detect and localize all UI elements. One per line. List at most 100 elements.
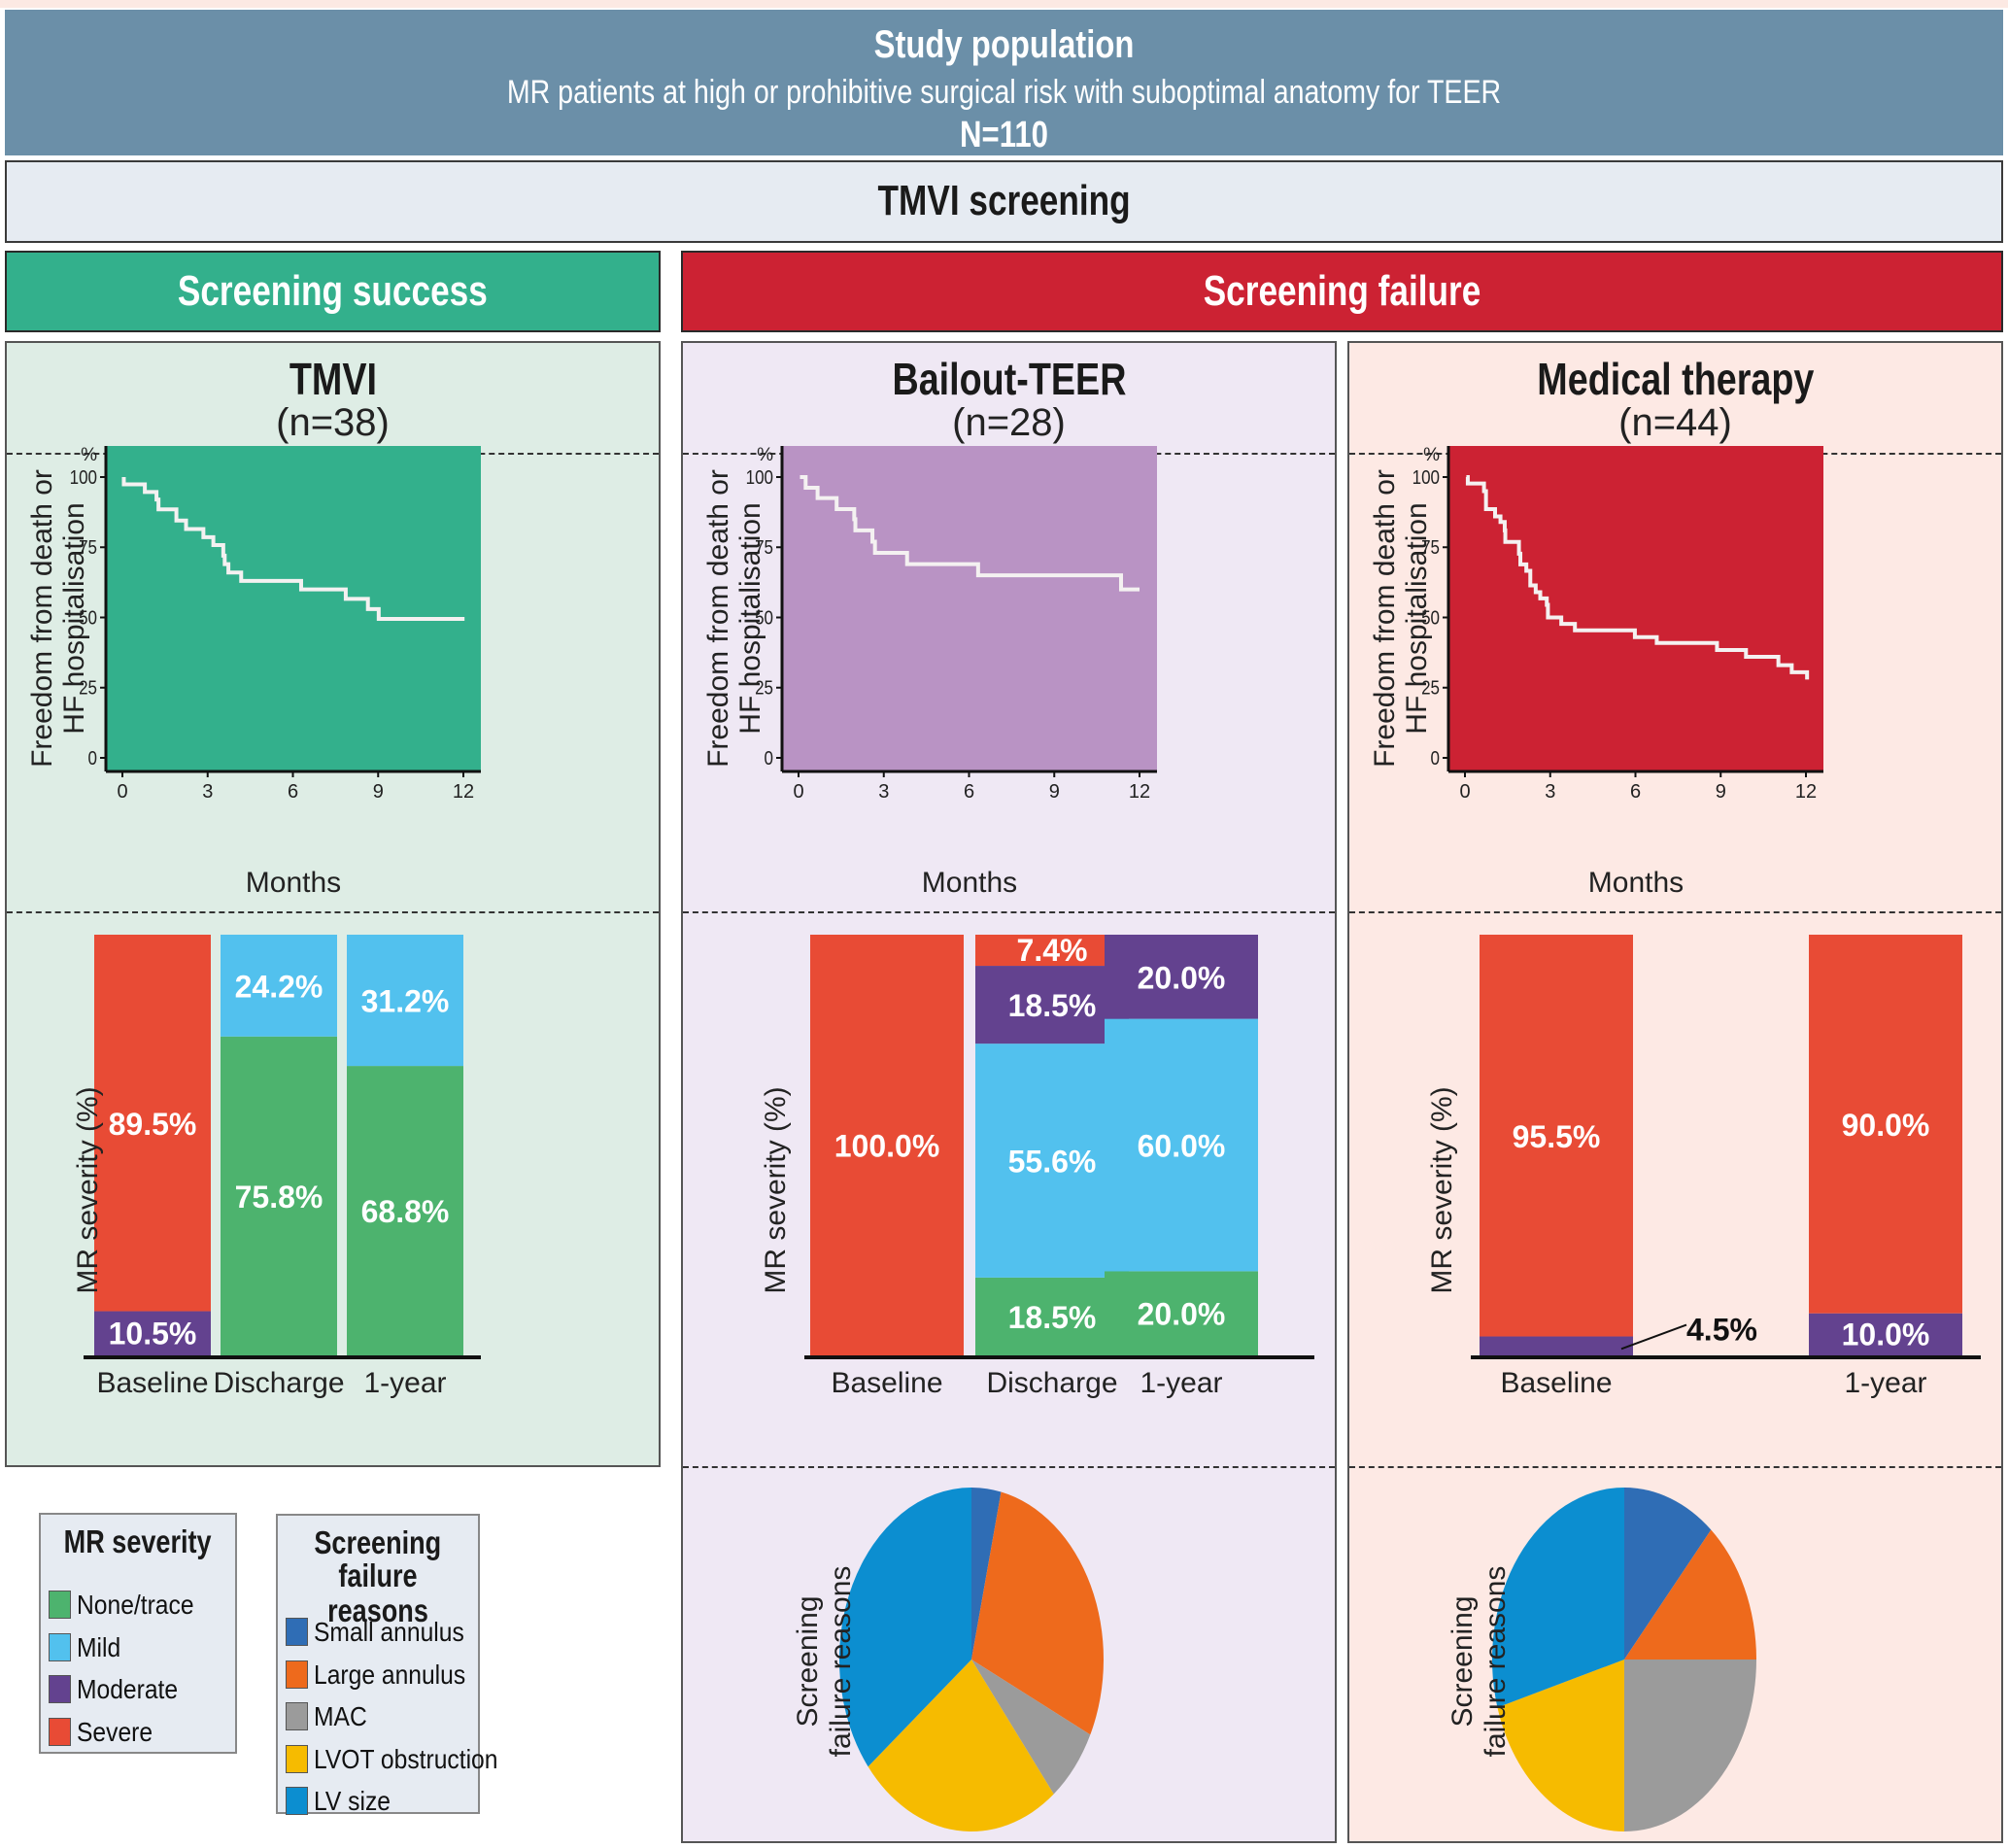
km-y-label: Freedom from death or HF hospitalisation bbox=[26, 469, 90, 768]
pie-y-label-line2: failure reasons bbox=[1480, 1566, 1512, 1758]
bar-segment-mild bbox=[1105, 1018, 1258, 1272]
pie-slice-large-annulus bbox=[1624, 1529, 1756, 1660]
bar-segment-none-trace bbox=[975, 1277, 1129, 1355]
km-x-tick-label: 3 bbox=[1545, 781, 1555, 803]
swatch-icon bbox=[49, 1591, 71, 1620]
legend-item-small-annulus: Small annulus bbox=[286, 1615, 485, 1647]
legend-screening-failure-reasons: Screening failure reasons Small annulus … bbox=[276, 1514, 497, 1816]
legend-item-severe: Severe bbox=[49, 1715, 163, 1747]
pie-slice-lv-size bbox=[1491, 1488, 1624, 1708]
pie-slice-large-annulus bbox=[971, 1491, 1104, 1735]
bar-segment-severe bbox=[975, 935, 1129, 967]
bar-value-label: 24.2% bbox=[235, 969, 323, 1004]
study-title: Study population bbox=[873, 23, 1135, 66]
km-y-tick-label: 0 bbox=[88, 747, 97, 770]
bar-category-label: Discharge bbox=[986, 1367, 1117, 1399]
legend-title-line1: Screening bbox=[314, 1524, 442, 1560]
km-plot-background bbox=[1448, 446, 1823, 771]
bar-value-label: 18.5% bbox=[1008, 1300, 1097, 1335]
panel-n: (n=28) bbox=[952, 401, 1066, 444]
km-y-tick-label: 75 bbox=[1421, 536, 1440, 559]
divider bbox=[1349, 1466, 2001, 1468]
km-x-label: Months bbox=[246, 867, 341, 899]
km-survival-curve bbox=[121, 477, 465, 621]
swatch-icon bbox=[286, 1702, 308, 1731]
panel-title: Medical therapy bbox=[1536, 354, 1815, 404]
km-x-tick-label: 12 bbox=[1129, 781, 1150, 803]
bar-category-label: 1-year bbox=[1844, 1367, 1926, 1399]
legend-title-line2: failure reasons bbox=[327, 1557, 428, 1628]
screening-success-label: Screening success bbox=[178, 267, 488, 315]
bar-y-label: MR severity (%) bbox=[760, 1086, 792, 1293]
bar-segment-moderate bbox=[94, 1311, 211, 1355]
km-chart-0: 0 25 50 75 100% 0 3 6 9 12 Months Freedom from deat… bbox=[26, 445, 481, 899]
screening-failure-banner: Screening failure bbox=[681, 251, 2003, 332]
km-y-label-line1: Freedom from death or bbox=[26, 469, 58, 768]
km-plot-background bbox=[782, 446, 1157, 771]
panel-title: TMVI bbox=[289, 354, 377, 404]
bar-y-label: MR severity (%) bbox=[1426, 1086, 1458, 1293]
km-y-tick-label: 50 bbox=[755, 606, 773, 629]
km-chart-1: 0 25 50 75 100% 0 3 6 9 12 Months Freedom from deat… bbox=[702, 445, 1157, 899]
km-y-tick-label: 0 bbox=[1431, 747, 1440, 770]
pie-slice-mac bbox=[971, 1660, 1091, 1795]
bar-segment-moderate bbox=[1105, 935, 1258, 1019]
bar-value-label: 55.6% bbox=[1008, 1145, 1097, 1180]
divider bbox=[683, 1466, 1335, 1468]
bar-segment-none-trace bbox=[221, 1036, 337, 1355]
km-y-tick-label: 50 bbox=[79, 606, 97, 629]
km-x-tick-label: 6 bbox=[288, 781, 298, 803]
bar-category-label: Baseline bbox=[831, 1367, 942, 1399]
km-plot-background bbox=[106, 446, 481, 771]
mr-bar-chart-2: 4.5% 95.5% Baseline 10.0% 90.0% 1-year MR seve… bbox=[1426, 935, 1981, 1399]
divider bbox=[683, 911, 1335, 913]
bar-y-label-text: MR severity (%) bbox=[760, 1086, 792, 1293]
km-y-tick-label: 100 bbox=[1412, 466, 1440, 489]
mr-bar-chart-0: 10.5% 89.5% Baseline 75.8% 24.2% Discharge 68.… bbox=[72, 935, 481, 1399]
km-x-tick-label: 9 bbox=[1716, 781, 1726, 803]
km-x-tick-label: 6 bbox=[1630, 781, 1641, 803]
legend-title: MR severity bbox=[64, 1523, 212, 1559]
km-y-tick-label: 100 bbox=[746, 466, 773, 489]
swatch-icon bbox=[286, 1660, 308, 1690]
pie-slice-small-annulus bbox=[971, 1488, 1002, 1660]
panel-n: (n=44) bbox=[1618, 401, 1732, 444]
km-x-tick-label: 12 bbox=[453, 781, 474, 803]
km-y-label-line2: HF hospitalisation bbox=[58, 502, 90, 734]
km-x-tick-label: 0 bbox=[117, 781, 127, 803]
bar-category-label: 1-year bbox=[363, 1367, 446, 1399]
km-y-tick-label: 25 bbox=[755, 676, 773, 699]
bar-segment-moderate bbox=[975, 966, 1129, 1044]
divider bbox=[7, 911, 659, 913]
swatch-icon bbox=[286, 1787, 308, 1816]
pie-y-label-line2: failure reasons bbox=[825, 1566, 857, 1758]
bar-value-label: 7.4% bbox=[1017, 933, 1088, 968]
km-y-tick-label: 50 bbox=[1421, 606, 1440, 629]
pie-chart-0: Screening failure reasons bbox=[792, 1488, 1104, 1831]
bar-category-label: Baseline bbox=[1500, 1367, 1612, 1399]
bar-y-label-text: MR severity (%) bbox=[72, 1086, 104, 1293]
pie-slice-mac bbox=[1624, 1660, 1756, 1831]
mr-bar-chart-1: 100.0% Baseline 18.5% 55.6% 18.5% 7.4% Dischar… bbox=[760, 933, 1314, 1399]
km-survival-curve bbox=[800, 475, 1140, 592]
screening-label: TMVI screening bbox=[877, 177, 1131, 224]
swatch-icon bbox=[49, 1633, 71, 1662]
legend-item-large-annulus: Large annulus bbox=[286, 1658, 486, 1690]
km-y-label-line1: Freedom from death or bbox=[702, 469, 734, 768]
bar-segment-moderate bbox=[1480, 1336, 1633, 1355]
pie-slice-lvot-obstruction bbox=[868, 1660, 1054, 1831]
bar-category-label: Baseline bbox=[96, 1367, 208, 1399]
swatch-icon bbox=[49, 1675, 71, 1704]
bar-segment-severe bbox=[810, 935, 964, 1355]
pie-slice-lv-size bbox=[839, 1488, 971, 1767]
bar-value-label: 68.8% bbox=[361, 1194, 450, 1229]
bar-category-label: 1-year bbox=[1140, 1367, 1222, 1399]
screening-failure-label: Screening failure bbox=[1203, 267, 1481, 315]
legend-item-none-trace: None/trace bbox=[49, 1588, 210, 1620]
bar-segment-moderate bbox=[1809, 1313, 1962, 1355]
bar-y-label: MR severity (%) bbox=[72, 1086, 104, 1293]
bar-segment-severe bbox=[94, 935, 211, 1312]
bar-value-label: 20.0% bbox=[1138, 960, 1226, 995]
legend-item-moderate: Moderate bbox=[49, 1672, 191, 1704]
km-x-label: Months bbox=[922, 867, 1017, 899]
